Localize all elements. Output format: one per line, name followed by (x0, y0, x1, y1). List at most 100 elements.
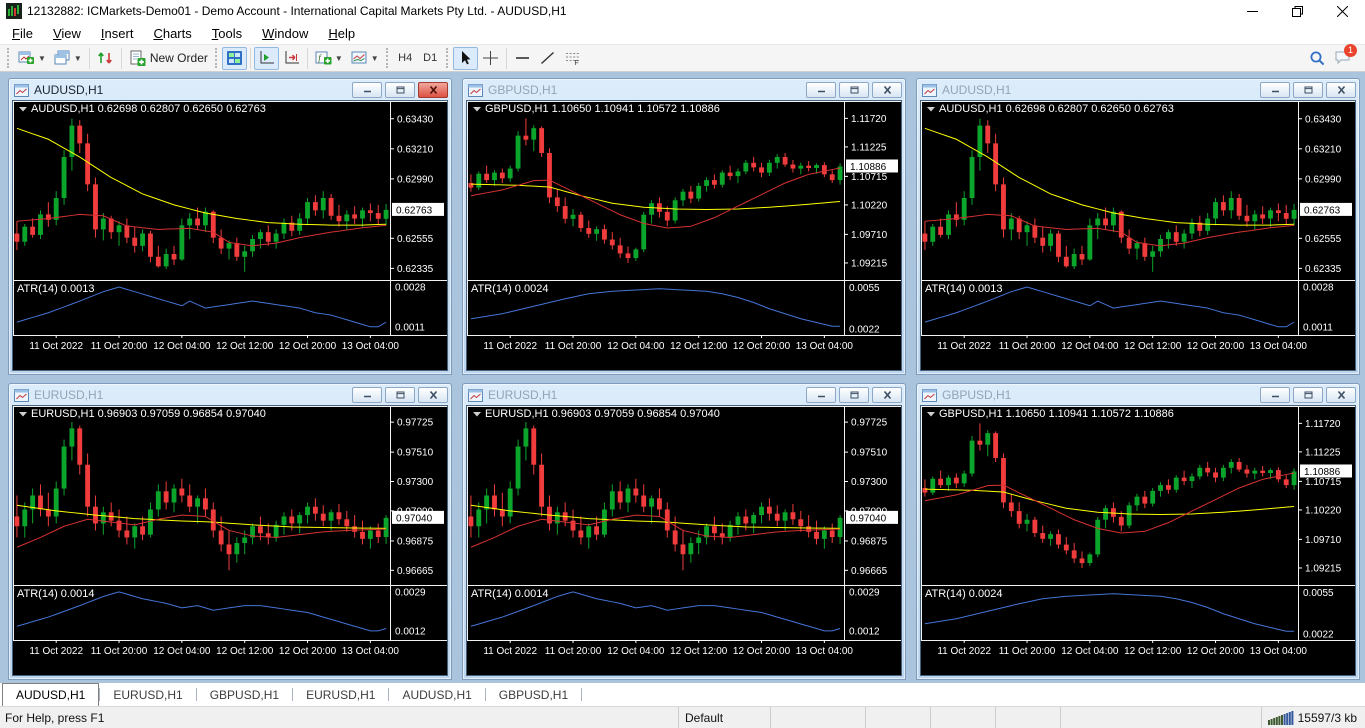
chart-restore-button[interactable] (1293, 82, 1323, 98)
price-scale[interactable]: 0.63430 0.63210 0.62990 0.62555 0.62335 0.002… (1298, 114, 1342, 333)
chart-minimize-button[interactable] (352, 387, 382, 403)
menu-charts[interactable]: Charts (153, 25, 192, 41)
chart-minimize-button[interactable] (352, 82, 382, 98)
tab-audusd-h1-0[interactable]: AUDUSD,H1 (2, 683, 100, 706)
chat-button[interactable]: 1 (1330, 43, 1357, 70)
svg-text:0.62555: 0.62555 (397, 234, 434, 245)
svg-text:12 Oct 20:00: 12 Oct 20:00 (1187, 646, 1245, 657)
chart-minimize-button[interactable] (806, 82, 836, 98)
chart-window-audusd-h1[interactable]: AUDUSD,H1 0.63430 0.63210 0.62990 0.62555 0.6… (916, 78, 1360, 375)
svg-text:1.10886: 1.10886 (1304, 467, 1341, 478)
new-order-button[interactable]: New Order (125, 47, 212, 70)
templates-button[interactable]: ▼ (347, 47, 383, 70)
restore-button[interactable] (1275, 0, 1320, 22)
price-scale[interactable]: 1.11720 1.11225 1.10715 1.10220 1.09710 1.092… (844, 114, 888, 335)
cursor-button[interactable] (452, 46, 478, 70)
time-axis[interactable]: 11 Oct 2022 11 Oct 20:00 12 Oct 04:00 12 Oc… (29, 335, 399, 352)
chart-restore-button[interactable] (839, 82, 869, 98)
tab-audusd-h1-4[interactable]: AUDUSD,H1 (402, 687, 472, 702)
tile-windows-button[interactable] (221, 46, 247, 70)
auto-scroll-button[interactable] (253, 46, 279, 70)
minimize-button[interactable] (1230, 0, 1275, 22)
chart-canvas[interactable]: 0.977250.975100.973000.970900.968750.966… (12, 405, 448, 676)
chart-minimize-button[interactable] (1260, 82, 1290, 98)
chart-canvas[interactable]: 0.63430 0.63210 0.62990 0.62555 0.62335 0.002… (12, 100, 448, 371)
svg-text:13 Oct 04:00: 13 Oct 04:00 (1250, 646, 1308, 657)
chart-window-titlebar[interactable]: GBPUSD,H1 (463, 79, 905, 100)
trendline-button[interactable] (535, 47, 560, 70)
chart-canvas[interactable]: 0.977250.975100.973000.970900.968750.966… (466, 405, 902, 676)
tab-gbpusd-h1-5[interactable]: GBPUSD,H1 (498, 687, 569, 702)
price-scale[interactable]: 1.11720 1.11225 1.10715 1.10220 1.09710 1.092… (1298, 419, 1342, 640)
menu-tools[interactable]: Tools (211, 25, 243, 41)
tab-eurusd-h1-3[interactable]: EURUSD,H1 (306, 687, 376, 702)
svg-text:0.97300: 0.97300 (397, 477, 434, 488)
svg-text:0.63210: 0.63210 (1305, 144, 1342, 155)
svg-text:1.09215: 1.09215 (851, 258, 888, 269)
svg-text:0.62335: 0.62335 (397, 264, 434, 275)
timeframe-h4-button[interactable]: H4 (393, 47, 418, 70)
svg-text:F: F (574, 60, 578, 66)
tab-gbpusd-h1-2[interactable]: GBPUSD,H1 (209, 687, 280, 702)
price-scale[interactable]: 0.63430 0.63210 0.62990 0.62555 0.62335 0.002… (390, 114, 434, 333)
indicators-button[interactable]: f ▼ (311, 47, 347, 70)
crosshair-button[interactable] (478, 47, 503, 70)
chart-window-gbpusd-h1[interactable]: GBPUSD,H1 1.11720 1.11225 1.10715 1.10220 1.0… (916, 383, 1360, 680)
chart-shift-button[interactable] (279, 47, 304, 70)
time-axis[interactable]: 11 Oct 2022 11 Oct 20:00 12 Oct 04:00 12 Oc… (483, 640, 853, 657)
fibonacci-button[interactable]: F (560, 47, 585, 70)
chart-restore-button[interactable] (385, 82, 415, 98)
time-axis[interactable]: 11 Oct 2022 11 Oct 20:00 12 Oct 04:00 12 Oc… (29, 640, 399, 657)
candles-group (14, 118, 389, 272)
chart-close-button[interactable] (1326, 82, 1356, 98)
chart-window-eurusd-h1[interactable]: EURUSD,H10.977250.975100.973000.970900.9… (462, 383, 906, 680)
ma-red-line (924, 213, 1295, 247)
profiles-icon (54, 50, 70, 65)
chart-window-title: GBPUSD,H1 (942, 388, 1012, 402)
chart-window-titlebar[interactable]: AUDUSD,H1 (917, 79, 1359, 100)
chart-window-titlebar[interactable]: EURUSD,H1 (9, 384, 451, 405)
chart-window-gbpusd-h1[interactable]: GBPUSD,H1 1.11720 1.11225 1.10715 1.10220 1.0… (462, 78, 906, 375)
svg-text:0.97040: 0.97040 (396, 513, 433, 524)
time-axis[interactable]: 11 Oct 2022 11 Oct 20:00 12 Oct 04:00 12 Oc… (937, 640, 1307, 657)
time-axis[interactable]: 11 Oct 2022 11 Oct 20:00 12 Oct 04:00 12 Oc… (937, 335, 1307, 352)
menu-window[interactable]: Window (262, 25, 309, 41)
chart-restore-button[interactable] (385, 387, 415, 403)
menu-view[interactable]: View (52, 25, 81, 41)
chart-window-titlebar[interactable]: GBPUSD,H1 (917, 384, 1359, 405)
tick-chart-button[interactable] (93, 47, 118, 70)
tick-chart-icon (97, 52, 112, 64)
chart-canvas[interactable]: 0.63430 0.63210 0.62990 0.62555 0.62335 0.002… (920, 100, 1356, 371)
chart-window-titlebar[interactable]: EURUSD,H1 (463, 384, 905, 405)
toolbar-grip (7, 48, 10, 68)
status-profile[interactable]: Default (678, 706, 770, 728)
chart-minimize-button[interactable] (806, 387, 836, 403)
chart-close-button[interactable] (872, 387, 902, 403)
horizontal-line-button[interactable] (510, 47, 535, 70)
chart-canvas[interactable]: 1.11720 1.11225 1.10715 1.10220 1.09710 1.092… (466, 100, 902, 371)
svg-text:0.96875: 0.96875 (851, 536, 888, 547)
new-chart-button[interactable]: ▼ (14, 47, 50, 70)
tab-eurusd-h1-1[interactable]: EURUSD,H1 (113, 687, 183, 702)
chart-window-titlebar[interactable]: AUDUSD,H1 (9, 79, 451, 100)
chart-window-audusd-h1[interactable]: AUDUSD,H1 0.63430 0.63210 0.62990 0.62555 0.6… (8, 78, 452, 375)
menu-file[interactable]: File (12, 25, 33, 41)
close-button[interactable] (1320, 0, 1365, 22)
chart-close-button[interactable] (418, 387, 448, 403)
profiles-button[interactable]: ▼ (50, 47, 86, 70)
svg-text:12 Oct 12:00: 12 Oct 12:00 (216, 646, 274, 657)
chart-close-button[interactable] (1326, 387, 1356, 403)
chart-window-eurusd-h1[interactable]: EURUSD,H10.977250.975100.973000.970900.9… (8, 383, 452, 680)
chart-canvas[interactable]: 1.11720 1.11225 1.10715 1.10220 1.09710 1.092… (920, 405, 1356, 676)
menu-help[interactable]: Help (328, 25, 356, 41)
menu-insert[interactable]: Insert (100, 25, 134, 41)
chart-restore-button[interactable] (1293, 387, 1323, 403)
chart-close-button[interactable] (418, 82, 448, 98)
chart-close-button[interactable] (872, 82, 902, 98)
timeframe-d1-button[interactable]: D1 (418, 47, 443, 70)
svg-text:12 Oct 20:00: 12 Oct 20:00 (733, 646, 791, 657)
chart-minimize-button[interactable] (1260, 387, 1290, 403)
time-axis[interactable]: 11 Oct 2022 11 Oct 20:00 12 Oct 04:00 12 Oc… (483, 335, 853, 352)
search-button[interactable] (1305, 47, 1330, 70)
chart-restore-button[interactable] (839, 387, 869, 403)
